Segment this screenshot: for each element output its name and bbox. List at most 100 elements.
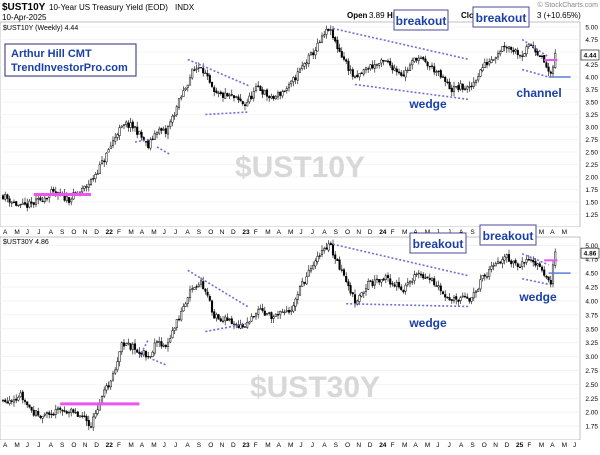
candle-body xyxy=(389,278,392,285)
candle-body xyxy=(217,314,220,320)
candle-body xyxy=(419,273,423,276)
x-tick-label: J xyxy=(174,229,177,236)
candle-body xyxy=(340,269,343,271)
y-tick-label: 3.75 xyxy=(585,87,598,94)
candle-body xyxy=(94,174,97,179)
candle-body xyxy=(226,92,229,97)
candle-body xyxy=(505,47,508,49)
candle-body xyxy=(149,139,152,149)
candle-body xyxy=(81,187,84,193)
candle-body xyxy=(510,46,513,50)
candle-body xyxy=(490,265,493,270)
candle-body xyxy=(237,96,240,100)
candle-body xyxy=(153,342,156,354)
x-tick-label: F xyxy=(254,229,258,236)
candle-body xyxy=(67,411,71,414)
x-tick-label: J xyxy=(174,442,177,449)
candle-body xyxy=(103,389,106,397)
candle-body xyxy=(294,298,297,307)
candle-body xyxy=(318,255,321,257)
candle-body xyxy=(140,131,143,138)
trendline xyxy=(138,339,149,357)
x-tick-label: D xyxy=(505,442,510,449)
x-tick-label: S xyxy=(334,229,339,236)
candle-body xyxy=(250,95,253,100)
candle-body xyxy=(428,277,431,280)
y-tick-label: 4.50 xyxy=(585,271,598,278)
candle-body xyxy=(353,75,357,78)
candle-body xyxy=(455,86,458,88)
candle-body xyxy=(155,341,159,343)
panel-ust10y-candles xyxy=(1,25,557,212)
candle-body xyxy=(92,178,95,180)
candle-body xyxy=(347,60,350,71)
candle-body xyxy=(461,295,464,298)
candle-body xyxy=(545,276,548,278)
trendline xyxy=(522,277,549,286)
candle-body xyxy=(314,260,317,267)
candle-body xyxy=(67,197,71,203)
candle-body xyxy=(1,195,5,200)
candle-body xyxy=(116,134,119,138)
x-tick-label: 22 xyxy=(106,442,114,449)
candle-body xyxy=(109,380,112,388)
candle-body xyxy=(342,269,346,276)
candle-body xyxy=(413,274,416,281)
x-tick-label: N xyxy=(356,229,361,236)
last-value-label: 4.44 xyxy=(584,53,597,60)
candle-body xyxy=(219,318,222,322)
candle-body xyxy=(305,276,308,285)
candle-body xyxy=(369,280,372,282)
candle-body xyxy=(459,297,462,301)
hi-label: Hi xyxy=(387,11,395,20)
candle-body xyxy=(452,86,456,92)
candle-body xyxy=(521,55,524,57)
candle-body xyxy=(131,121,134,129)
candle-body xyxy=(23,202,27,205)
x-tick-label: O xyxy=(208,229,213,236)
x-tick-label: M xyxy=(14,442,19,449)
x-tick-label: A xyxy=(140,229,145,236)
x-tick-label: M xyxy=(151,229,156,236)
candle-body xyxy=(294,77,297,81)
candle-body xyxy=(43,413,46,416)
trendline xyxy=(205,322,250,333)
candle-body xyxy=(303,63,306,67)
candle-body xyxy=(437,285,440,288)
candle-body xyxy=(415,273,418,276)
candle-body xyxy=(158,128,161,134)
candle-body xyxy=(15,398,18,401)
candle-body xyxy=(177,318,181,321)
candle-body xyxy=(206,291,209,296)
candle-body xyxy=(52,188,55,192)
candle-body xyxy=(382,60,385,62)
candle-body xyxy=(166,126,170,135)
candle-body xyxy=(287,309,291,313)
candle-body xyxy=(39,415,42,418)
candle-body xyxy=(26,203,29,208)
candle-body xyxy=(76,411,79,417)
candle-body xyxy=(483,62,486,68)
candle-body xyxy=(417,57,420,61)
candle-body xyxy=(488,268,491,278)
candle-body xyxy=(329,29,332,31)
candle-body xyxy=(232,95,236,99)
candle-body xyxy=(6,194,9,199)
x-tick-label: J xyxy=(573,442,576,449)
candle-body xyxy=(292,305,295,312)
candle-body xyxy=(213,311,216,319)
candle-body xyxy=(175,319,178,328)
panel-ust30y-watermark: $UST30Y xyxy=(250,371,380,404)
candle-body xyxy=(444,294,447,298)
trendline xyxy=(156,146,171,156)
x-tick-label: M xyxy=(562,229,567,236)
candle-body xyxy=(63,410,66,412)
candle-body xyxy=(103,160,106,163)
candle-body xyxy=(521,261,524,268)
x-tick-label: A xyxy=(277,442,282,449)
candle-body xyxy=(70,198,73,203)
candle-body xyxy=(386,60,390,63)
candle-body xyxy=(151,351,154,357)
x-tick-label: A xyxy=(459,442,464,449)
candle-body xyxy=(408,64,412,71)
